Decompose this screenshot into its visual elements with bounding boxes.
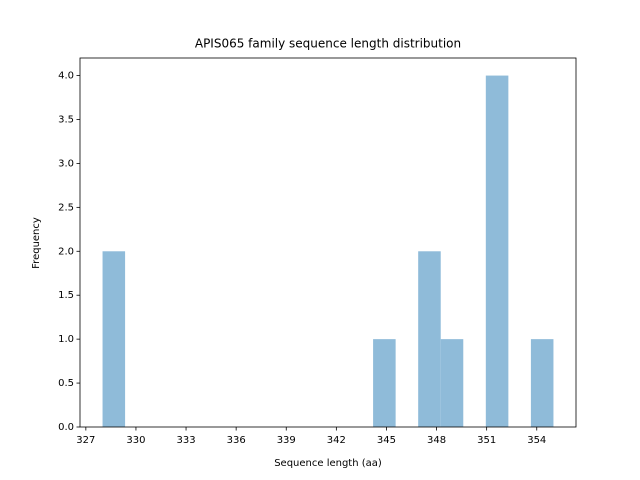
y-tick-label: 4.0 <box>58 71 74 82</box>
bar <box>440 339 464 427</box>
bar <box>102 251 126 427</box>
y-tick-label: 1.0 <box>58 334 74 345</box>
x-tick-label: 330 <box>126 435 145 446</box>
y-tick-label: 3.5 <box>58 115 74 126</box>
x-tick-label: 345 <box>377 435 396 446</box>
y-tick-label: 2.0 <box>58 246 74 257</box>
x-tick-label: 333 <box>177 435 196 446</box>
x-tick-label: 339 <box>277 435 296 446</box>
bar <box>373 339 396 427</box>
y-tick-label: 3.0 <box>58 158 74 169</box>
x-tick-label: 342 <box>327 435 346 446</box>
y-tick-label: 2.5 <box>58 202 74 213</box>
bar <box>485 75 509 428</box>
y-tick-label: 1.5 <box>58 290 74 301</box>
x-tick-label: 336 <box>227 435 246 446</box>
y-axis-label: Frequency <box>31 217 42 269</box>
plot-frame <box>79 57 577 428</box>
y-tick-label: 0.5 <box>58 378 74 389</box>
x-axis-label: Sequence length (aa) <box>274 458 382 469</box>
x-tick-label: 354 <box>527 435 546 446</box>
x-tick-label: 348 <box>427 435 446 446</box>
x-tick-label: 351 <box>477 435 496 446</box>
bar <box>530 339 554 427</box>
x-tick-label: 327 <box>76 435 95 446</box>
bar <box>418 251 441 427</box>
y-tick-label: 0.0 <box>58 422 74 433</box>
chart-title: APIS065 family sequence length distribut… <box>195 37 461 51</box>
